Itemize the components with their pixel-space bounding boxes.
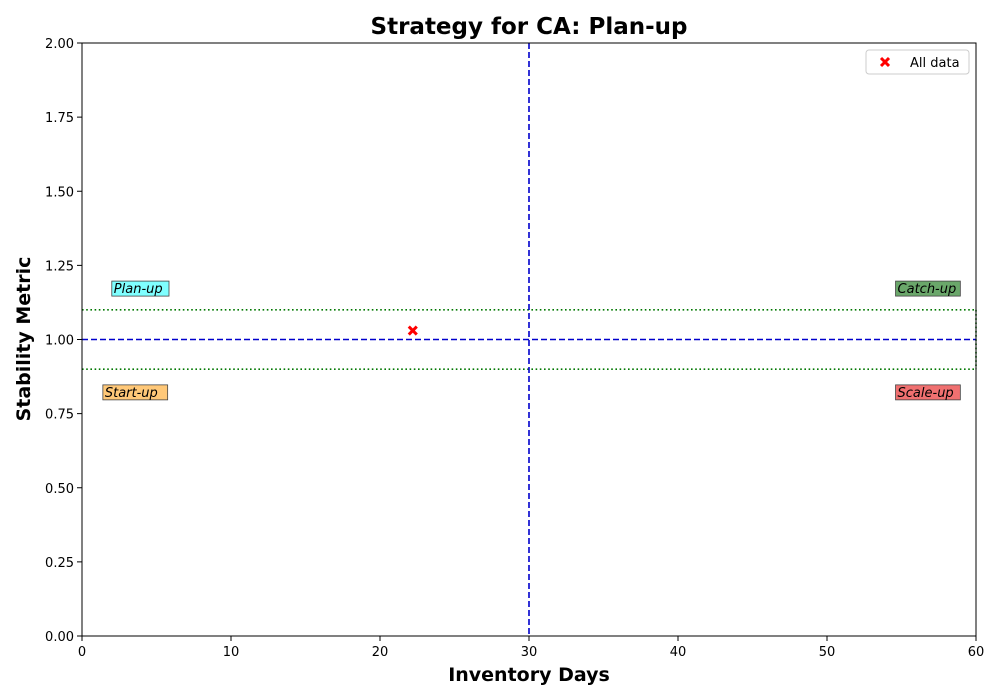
x-tick-label: 0 xyxy=(78,645,86,660)
x-tick-label: 40 xyxy=(670,645,687,660)
x-tick-label: 20 xyxy=(372,645,389,660)
legend-label-0: All data xyxy=(910,56,960,71)
quadrant-label-scale-up: Scale-up xyxy=(898,386,954,401)
quadrant-label-catch-up: Catch-up xyxy=(898,282,957,297)
chart-title: Strategy for CA: Plan-up xyxy=(371,14,688,40)
quadrant-label-plan-up: Plan-up xyxy=(114,282,163,297)
y-tick-label: 1.25 xyxy=(45,259,74,274)
data-point-0-0 xyxy=(409,327,417,335)
plot-area: Plan-up Catch-up Start-up Scale-up 0 10 20 30 40… xyxy=(45,37,984,660)
x-tick-label: 60 xyxy=(968,645,985,660)
quadrant-label-start-up: Start-up xyxy=(105,386,158,401)
y-tick-label: 0.00 xyxy=(45,630,74,645)
y-tick-label: 0.25 xyxy=(45,556,74,571)
y-axis-label: Stability Metric xyxy=(13,257,35,422)
y-tick-label: 2.00 xyxy=(45,37,74,52)
y-tick-label: 0.75 xyxy=(45,408,74,423)
y-tick-label: 0.50 xyxy=(45,482,74,497)
x-tick-label: 10 xyxy=(223,645,240,660)
x-tick-label: 50 xyxy=(819,645,836,660)
y-tick-label: 1.50 xyxy=(45,185,74,200)
x-tick-label: 30 xyxy=(521,645,538,660)
y-tick-label: 1.00 xyxy=(45,334,74,349)
y-tick-label: 1.75 xyxy=(45,111,74,126)
x-axis-label: Inventory Days xyxy=(448,664,610,686)
